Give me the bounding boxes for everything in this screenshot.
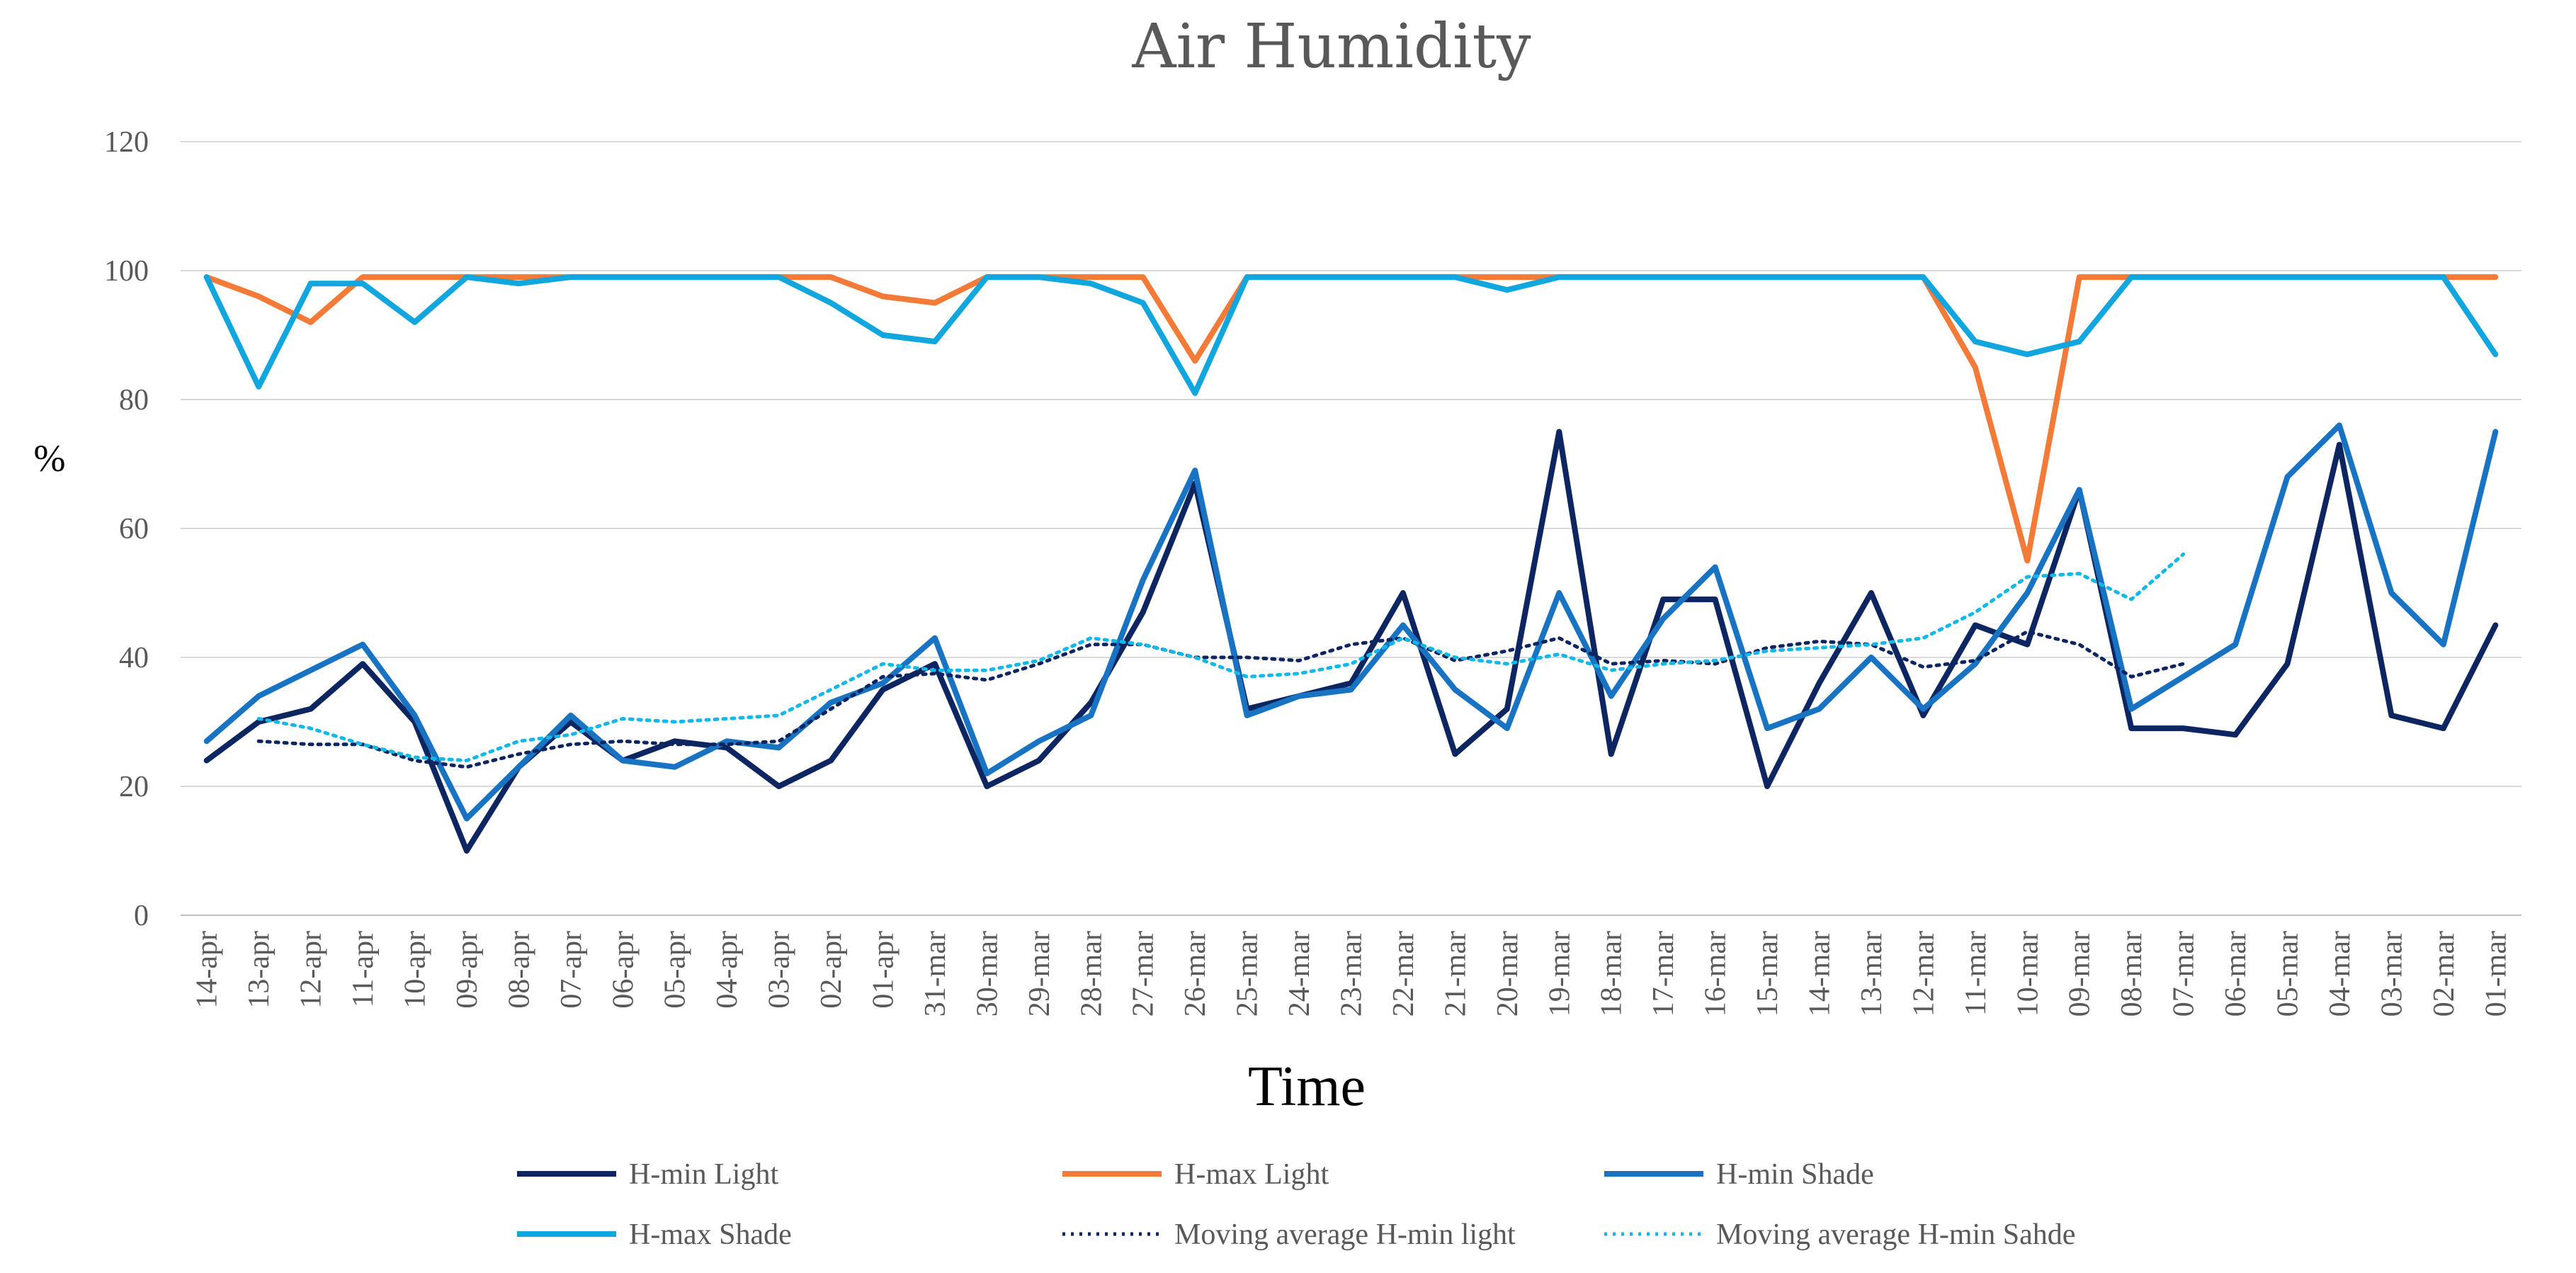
x-tick-label: 02-mar (2428, 931, 2461, 1017)
x-tick-label: 15-mar (1752, 931, 1784, 1017)
x-tick-label: 19-mar (1543, 931, 1576, 1017)
x-tick-label: 13-apr (243, 931, 276, 1009)
gridlines (181, 141, 2521, 916)
legend: H-min Light H-max Light H-min Shade H-max S… (517, 1158, 2075, 1251)
y-tick-label: 100 (104, 255, 149, 288)
legend-label: Moving average H-min light (1174, 1218, 1516, 1251)
legend-label: H-max Shade (629, 1218, 792, 1251)
series-line-0 (203, 429, 2499, 854)
x-tick-label: 01-mar (2480, 931, 2512, 1017)
y-tick-label: 20 (119, 771, 149, 803)
x-tick-label: 07-apr (555, 931, 588, 1009)
x-tick-label: 23-mar (1336, 931, 1368, 1017)
x-tick-label: 03-apr (764, 931, 796, 1009)
series-line-3 (203, 274, 2499, 396)
x-tick-label: 03-mar (2376, 931, 2408, 1017)
legend-label: H-min Light (629, 1158, 778, 1191)
series-line-1 (203, 274, 2499, 564)
x-tick-label: 11-apr (347, 931, 380, 1007)
legend-label: Moving average H-min Sahde (1716, 1218, 2075, 1251)
x-tick-label: 09-apr (451, 931, 484, 1009)
x-tick-label: 05-mar (2272, 931, 2305, 1017)
x-tick-label: 18-mar (1596, 931, 1628, 1017)
x-tick-label: 05-apr (659, 931, 692, 1009)
x-tick-label: 13-mar (1856, 931, 1888, 1017)
x-tick-label: 08-mar (2116, 931, 2148, 1017)
x-tick-label: 07-mar (2168, 931, 2201, 1017)
x-tick-label: 20-mar (1492, 931, 1524, 1017)
x-tick-label: 22-mar (1388, 931, 1420, 1017)
x-axis-title: Time (1248, 1056, 1366, 1118)
x-tick-label: 16-mar (1700, 931, 1732, 1017)
y-tick-label: 120 (104, 126, 149, 159)
x-tick-label: 04-apr (711, 931, 744, 1009)
series-lines (203, 274, 2499, 854)
x-tick-label: 28-mar (1075, 931, 1108, 1017)
y-tick-label: 80 (119, 384, 149, 417)
x-tick-label: 27-mar (1128, 931, 1160, 1017)
x-tick-label: 14-mar (1804, 931, 1837, 1017)
x-tick-labels: 14-apr 13-apr 12-apr 11-apr 10-apr 09-apr 08-a… (191, 931, 2513, 1017)
x-tick-label: 12-mar (1907, 931, 1940, 1017)
series-line-4 (256, 630, 2186, 769)
x-tick-label: 06-apr (607, 931, 640, 1009)
series-line-5 (256, 552, 2186, 763)
x-tick-label: 11-mar (1960, 931, 1992, 1016)
x-tick-label: 21-mar (1439, 931, 1472, 1017)
legend-label: H-max Light (1174, 1158, 1329, 1191)
x-tick-label: 01-apr (868, 931, 900, 1009)
x-tick-label: 06-mar (2220, 931, 2252, 1017)
x-tick-label: 29-mar (1023, 931, 1056, 1017)
x-tick-label: 30-mar (971, 931, 1004, 1017)
x-tick-label: 25-mar (1232, 931, 1264, 1017)
y-tick-label: 0 (134, 900, 149, 932)
series-line-2 (203, 422, 2499, 822)
x-tick-label: 24-mar (1283, 931, 1316, 1017)
x-tick-label: 08-apr (503, 931, 535, 1009)
y-axis-title: % (34, 437, 66, 480)
x-tick-label: 26-mar (1179, 931, 1212, 1017)
x-tick-label: 10-apr (399, 931, 432, 1009)
x-tick-label: 09-mar (2064, 931, 2096, 1017)
x-tick-label: 17-mar (1647, 931, 1680, 1017)
chart-title: Air Humidity (1131, 11, 1531, 82)
y-tick-labels: 0 20 40 60 80 100 120 (104, 126, 149, 932)
x-tick-label: 31-mar (919, 931, 952, 1017)
x-tick-label: 02-apr (815, 931, 848, 1009)
x-tick-label: 14-apr (191, 931, 224, 1009)
y-tick-label: 40 (119, 642, 149, 674)
x-tick-label: 04-mar (2324, 931, 2356, 1017)
legend-label: H-min Shade (1716, 1158, 1874, 1191)
x-tick-label: 12-apr (295, 931, 328, 1009)
x-tick-label: 10-mar (2012, 931, 2044, 1017)
y-tick-label: 60 (119, 513, 149, 545)
